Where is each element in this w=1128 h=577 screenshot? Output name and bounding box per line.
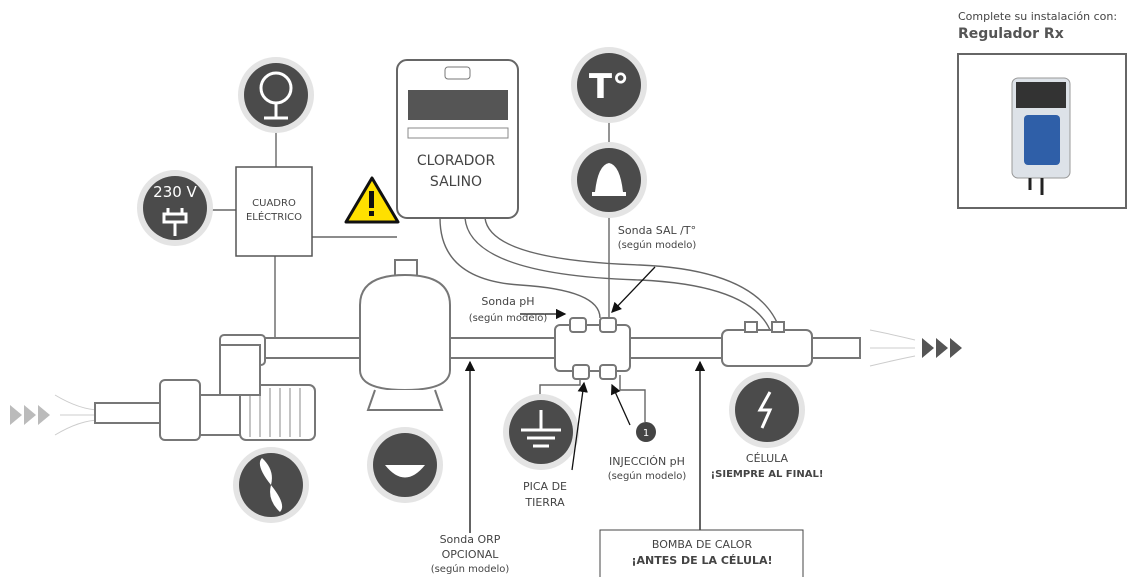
- outflow: [870, 330, 962, 366]
- warning-sign: [346, 178, 398, 222]
- gauge-icon: [238, 57, 314, 133]
- chlorinator-label: CLORADOR: [417, 153, 496, 169]
- orp-label: OPCIONAL: [442, 548, 500, 561]
- salt-probe-label: Sonda SAL /T°: [618, 224, 696, 237]
- salt-probe-note: (según modelo): [618, 239, 697, 251]
- temperature-label: T°: [589, 67, 629, 107]
- alarm-icon: [571, 142, 647, 218]
- injection-number: 1: [643, 428, 649, 439]
- chlorinator-label: SALINO: [430, 174, 482, 190]
- electrical-panel: CUADRO ELÉCTRICO: [236, 167, 312, 256]
- heat-pump-label: BOMBA DE CALOR: [652, 538, 753, 551]
- cell-label: CÉLULA: [746, 452, 789, 465]
- chlorinator: CLORADOR SALINO: [397, 60, 518, 218]
- panel-label: ELÉCTRICO: [246, 210, 302, 223]
- ground-icon: [503, 394, 579, 470]
- filter-icon: [367, 427, 443, 503]
- orp-label: Sonda ORP: [440, 533, 501, 546]
- sidebar-product: Regulador Rx: [958, 26, 1064, 42]
- ground-label: PICA DE: [523, 480, 567, 493]
- cell-icon: [729, 372, 805, 448]
- inflow: [10, 395, 100, 435]
- orp-note: (según modelo): [431, 563, 510, 575]
- heat-pump-note: ¡ANTES DE LA CÉLULA!: [631, 554, 772, 567]
- sidebar-intro: Complete su instalación con:: [958, 10, 1117, 23]
- ph-probe-note: (según modelo): [469, 312, 548, 324]
- voltage-label: 230 V: [153, 183, 197, 201]
- injection-marker: 1: [636, 422, 656, 442]
- temperature-icon: T°: [571, 47, 647, 123]
- sand-filter: [360, 260, 450, 410]
- propeller-icon: [233, 447, 309, 523]
- injection-note: (según modelo): [608, 470, 687, 482]
- voltage-icon: 230 V: [137, 170, 213, 246]
- installation-diagram: CUADRO ELÉCTRICO CLORADOR SALINO 230 V T…: [0, 0, 1128, 577]
- ground-label: TIERRA: [524, 496, 565, 509]
- product-card[interactable]: [958, 54, 1126, 208]
- cell-note: ¡SIEMPRE AL FINAL!: [711, 469, 824, 480]
- ph-probe-label: Sonda pH: [481, 295, 534, 308]
- pump: [160, 345, 315, 440]
- injection-label: INJECCIÓN pH: [609, 455, 685, 468]
- panel-label: CUADRO: [252, 198, 296, 209]
